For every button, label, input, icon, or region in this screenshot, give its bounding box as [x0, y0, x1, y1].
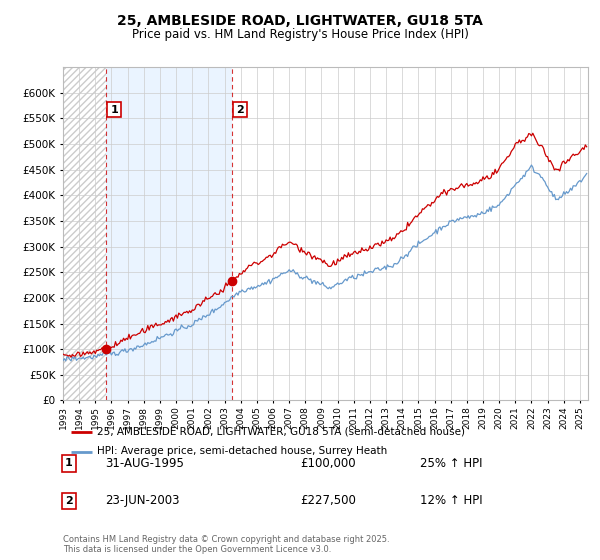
Text: 25, AMBLESIDE ROAD, LIGHTWATER, GU18 5TA: 25, AMBLESIDE ROAD, LIGHTWATER, GU18 5TA — [117, 14, 483, 28]
Text: 31-AUG-1995: 31-AUG-1995 — [105, 457, 184, 470]
Text: £100,000: £100,000 — [300, 457, 356, 470]
Text: 12% ↑ HPI: 12% ↑ HPI — [420, 494, 482, 507]
Text: 25, AMBLESIDE ROAD, LIGHTWATER, GU18 5TA (semi-detached house): 25, AMBLESIDE ROAD, LIGHTWATER, GU18 5TA… — [97, 427, 465, 437]
Text: £227,500: £227,500 — [300, 494, 356, 507]
Text: 2: 2 — [65, 496, 73, 506]
Text: Contains HM Land Registry data © Crown copyright and database right 2025.
This d: Contains HM Land Registry data © Crown c… — [63, 535, 389, 554]
Text: 1: 1 — [110, 105, 118, 115]
Text: HPI: Average price, semi-detached house, Surrey Heath: HPI: Average price, semi-detached house,… — [97, 446, 388, 456]
Text: 2: 2 — [236, 105, 244, 115]
Text: Price paid vs. HM Land Registry's House Price Index (HPI): Price paid vs. HM Land Registry's House … — [131, 28, 469, 41]
Text: 1: 1 — [65, 459, 73, 468]
Text: 23-JUN-2003: 23-JUN-2003 — [105, 494, 179, 507]
Text: 25% ↑ HPI: 25% ↑ HPI — [420, 457, 482, 470]
